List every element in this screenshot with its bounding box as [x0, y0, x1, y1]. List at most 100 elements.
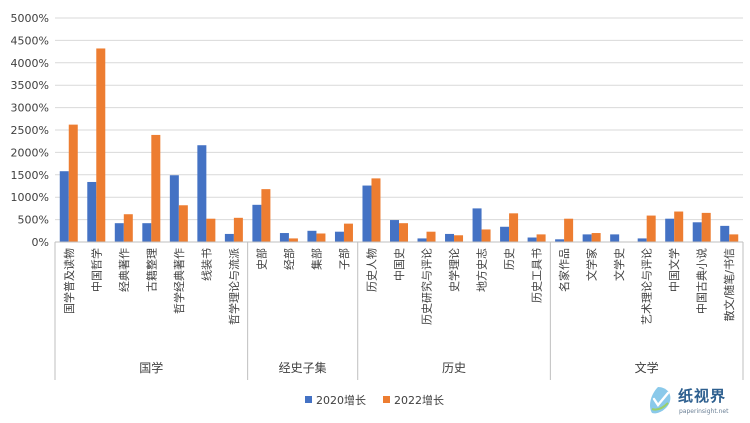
x-category-label: 中国哲学 [89, 248, 103, 292]
bar-2022 [343, 223, 353, 242]
bar-2022 [674, 211, 684, 242]
bar-2020 [610, 234, 620, 242]
y-tick-label: 2000% [11, 146, 49, 159]
x-category-label: 哲学经典著作 [172, 248, 186, 314]
bar-2020 [87, 181, 97, 242]
bar-2022 [426, 231, 436, 242]
bar-2020 [665, 218, 675, 242]
y-tick-label: 2500% [11, 124, 49, 137]
x-group-label: 历史 [442, 361, 466, 375]
legend-label: 2020增长 [316, 393, 366, 407]
bar-2020 [527, 237, 537, 242]
x-category-label: 线装书 [199, 248, 213, 281]
bar-2022 [68, 124, 78, 242]
x-category-label: 集部 [309, 248, 323, 270]
x-group-label: 文学 [635, 360, 659, 375]
y-tick-label: 4000% [11, 57, 49, 70]
bar-2022 [399, 223, 408, 242]
bar-2020 [114, 223, 124, 242]
paperinsight-logo-icon [650, 387, 671, 414]
bar-2022 [288, 238, 298, 242]
bar-2020 [555, 239, 565, 242]
bar-2020 [197, 145, 207, 242]
x-category-label: 历史 [503, 248, 516, 270]
x-category-label: 历史人物 [364, 248, 378, 292]
x-group-label: 经史子集 [279, 360, 327, 375]
bar-2022 [123, 214, 133, 242]
watermark-url: paperinsight.net [679, 408, 729, 415]
y-tick-label: 0% [32, 236, 49, 249]
legend-swatch [305, 396, 312, 403]
bar-2022 [454, 235, 464, 242]
watermark-brand-text: 纸视界 [678, 387, 726, 405]
bar-2020 [142, 223, 152, 242]
x-category-label: 历史研究与评论 [420, 248, 434, 325]
y-tick-label: 1500% [11, 169, 49, 182]
bar-2022 [509, 213, 519, 242]
y-tick-label: 500% [18, 214, 49, 227]
x-category-label: 中国古典小说 [695, 248, 709, 314]
x-category-label: 史学理论 [447, 248, 461, 292]
x-axis: 国学普及读物 中国哲学 经典著作 古籍整理 哲学经典著作 线装书 哲学理论与流派 史部 经部 集部… [54, 241, 744, 380]
bar-2020 [445, 233, 455, 242]
bar-2020 [472, 208, 482, 242]
bar-2022 [481, 229, 491, 242]
y-tick-label: 5000% [11, 12, 49, 25]
x-category-label: 文学史 [612, 248, 626, 281]
x-category-label: 中国文学 [667, 248, 681, 292]
bar-2022 [178, 205, 188, 242]
bar-2022 [646, 215, 656, 242]
bar-2020 [417, 238, 427, 242]
x-category-label: 艺术理论与评论 [640, 248, 654, 325]
bar-2022 [151, 134, 161, 242]
x-category-label: 散文/随笔/书信 [722, 248, 736, 321]
bar-2022 [261, 189, 271, 242]
y-tick-label: 1000% [11, 191, 49, 204]
bar-2022 [206, 218, 216, 242]
x-category-label: 名家作品 [557, 248, 571, 292]
bar-2022 [233, 217, 243, 242]
bars [59, 48, 739, 242]
bar-2020 [362, 185, 372, 242]
x-category-label: 历史工具书 [531, 248, 544, 303]
bar-2020 [252, 204, 262, 242]
bar-2022 [591, 233, 601, 242]
bar-2022 [729, 234, 739, 242]
y-axis: 0% 500% 1000% 1500% 2000% 2500% 3000% 3500% 4000… [11, 12, 49, 249]
legend: 2020增长 2022增长 [305, 393, 444, 407]
y-tick-label: 3000% [11, 102, 49, 115]
legend-label: 2022增长 [394, 393, 444, 407]
y-tick-label: 3500% [11, 79, 49, 92]
x-category-label: 哲学理论与流派 [227, 248, 241, 325]
bar-2020 [720, 225, 730, 242]
x-category-label: 地方史志 [475, 248, 489, 292]
x-category-label: 经部 [282, 248, 296, 270]
x-category-label: 中国史 [393, 248, 406, 281]
bar-2022 [316, 233, 326, 242]
bar-2020 [500, 226, 510, 242]
x-category-label: 古籍整理 [144, 248, 158, 292]
x-category-label: 文学家 [585, 248, 599, 281]
grid-lines [55, 17, 743, 221]
bar-2022 [564, 218, 574, 242]
bar-2020 [169, 175, 179, 242]
x-category-label: 史部 [254, 248, 268, 270]
bar-2022 [371, 178, 381, 242]
x-category-label: 子部 [337, 248, 351, 270]
bar-2020 [390, 220, 399, 242]
bar-2022 [701, 212, 711, 242]
x-group-label: 国学 [139, 360, 163, 375]
bar-2020 [307, 230, 317, 242]
bar-2020 [582, 234, 592, 242]
bar-2020 [637, 238, 647, 242]
bar-2020 [224, 233, 234, 242]
x-category-label: 国学普及读物 [62, 248, 76, 314]
bar-2020 [692, 222, 702, 242]
bar-2022 [536, 234, 546, 242]
bar-2020 [279, 233, 289, 242]
legend-swatch [383, 396, 390, 403]
bar-2020 [334, 231, 344, 242]
x-category-label: 经典著作 [117, 248, 131, 292]
